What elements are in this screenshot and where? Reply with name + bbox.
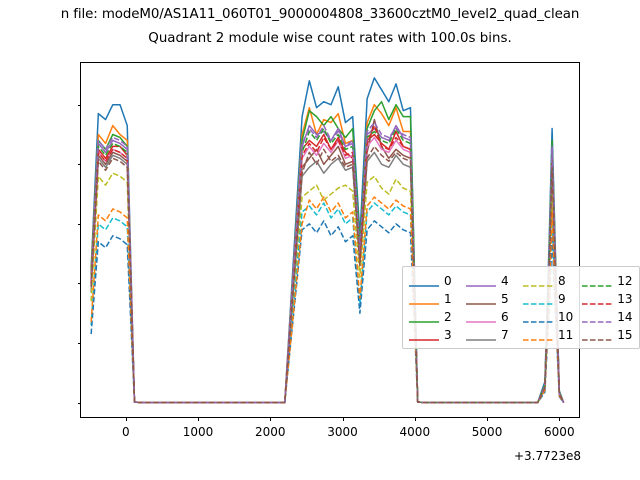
legend-entry-6[interactable]: 6 — [466, 308, 514, 325]
x-tick-label: 0 — [121, 425, 130, 439]
legend-swatch-4 — [466, 276, 496, 287]
y-tick-mark — [77, 402, 81, 404]
legend-label-0: 0 — [444, 273, 452, 288]
legend-entry-4[interactable]: 4 — [466, 272, 514, 289]
legend-entry-12[interactable]: 12 — [582, 272, 633, 289]
legend-box[interactable]: 0 4 8 12 1 5 9 13 2 6 10 14 3 7 11 15 — [402, 266, 640, 349]
legend-label-15: 15 — [617, 327, 633, 342]
x-tick-mark — [559, 417, 561, 421]
series-line-4 — [90, 124, 565, 404]
x-tick-label: 6000 — [544, 425, 575, 439]
legend-label-14: 14 — [617, 309, 633, 324]
legend-entry-11[interactable]: 11 — [523, 326, 573, 343]
legend-swatch-1 — [409, 294, 439, 305]
legend-label-1: 1 — [444, 291, 452, 306]
x-tick-label: 4000 — [399, 425, 431, 439]
legend-swatch-6 — [466, 312, 496, 323]
y-tick-mark — [77, 343, 81, 345]
legend-label-11: 11 — [558, 327, 574, 342]
legend-label-3: 3 — [444, 327, 452, 342]
plot-axes: 0 2 4 6 8 10 0 1000 2000 3000 4000 5000 6000 +3.772… — [77, 62, 640, 463]
legend-swatch-12 — [582, 276, 613, 287]
series-lines — [90, 77, 565, 404]
x-tick-mark — [125, 417, 127, 421]
legend-grid: 0 4 8 12 1 5 9 13 2 6 10 14 3 7 11 15 — [409, 272, 633, 343]
x-tick-mark — [487, 417, 489, 421]
legend-swatch-7 — [466, 330, 496, 341]
figure-suptitle: n file: modeM0/AS1A11_060T01_9000004808_… — [60, 7, 580, 22]
legend-swatch-5 — [466, 294, 496, 305]
axes-title: Quadrant 2 module wise count rates with … — [148, 31, 512, 46]
legend-label-13: 13 — [617, 291, 633, 306]
series-line-15 — [90, 145, 565, 404]
y-tick-mark — [77, 164, 81, 166]
legend-entry-3[interactable]: 3 — [409, 326, 457, 343]
legend-swatch-11 — [523, 330, 553, 341]
legend-swatch-3 — [409, 330, 439, 341]
x-tick-mark — [198, 417, 200, 421]
x-tick-mark — [342, 417, 344, 421]
legend-swatch-8 — [523, 276, 553, 287]
legend-swatch-14 — [582, 312, 613, 323]
x-tick-mark — [270, 417, 272, 421]
plot-area — [81, 63, 579, 417]
series-line-13 — [90, 124, 565, 404]
series-line-0 — [90, 77, 565, 404]
y-tick-mark — [77, 283, 81, 285]
legend-entry-8[interactable]: 8 — [523, 272, 573, 289]
legend-entry-7[interactable]: 7 — [466, 326, 514, 343]
legend-label-6: 6 — [501, 309, 509, 324]
legend-entry-5[interactable]: 5 — [466, 290, 514, 307]
legend-entry-13[interactable]: 13 — [582, 290, 633, 307]
legend-swatch-15 — [582, 330, 613, 341]
legend-label-7: 7 — [501, 327, 509, 342]
legend-swatch-9 — [523, 294, 553, 305]
legend-entry-10[interactable]: 10 — [523, 308, 573, 325]
series-line-14 — [90, 121, 565, 404]
y-tick-mark — [77, 104, 81, 106]
x-tick-label: 1000 — [182, 425, 214, 439]
legend-swatch-13 — [582, 294, 613, 305]
legend-entry-15[interactable]: 15 — [582, 326, 633, 343]
x-tick-mark — [414, 417, 416, 421]
series-line-1 — [90, 103, 565, 404]
legend-label-10: 10 — [558, 309, 574, 324]
x-tick-label: 3000 — [327, 425, 358, 439]
legend-swatch-0 — [409, 276, 439, 287]
legend-swatch-10 — [523, 312, 553, 323]
legend-entry-2[interactable]: 2 — [409, 308, 457, 325]
y-tick-mark — [77, 223, 81, 225]
legend-swatch-2 — [409, 312, 439, 323]
legend-label-9: 9 — [558, 291, 566, 306]
x-tick-label: 2000 — [255, 425, 286, 439]
series-line-5 — [90, 118, 565, 404]
legend-entry-14[interactable]: 14 — [582, 308, 633, 325]
legend-label-4: 4 — [501, 273, 509, 288]
x-tick-label: 5000 — [471, 425, 503, 439]
legend-entry-0[interactable]: 0 — [409, 272, 457, 289]
legend-label-8: 8 — [558, 273, 566, 288]
legend-label-12: 12 — [617, 273, 633, 288]
legend-label-2: 2 — [444, 309, 452, 324]
legend-entry-9[interactable]: 9 — [523, 290, 573, 307]
legend-label-5: 5 — [501, 291, 509, 306]
x-axis-offset-text: +3.7723e8 — [513, 449, 581, 463]
legend-entry-1[interactable]: 1 — [409, 290, 457, 307]
